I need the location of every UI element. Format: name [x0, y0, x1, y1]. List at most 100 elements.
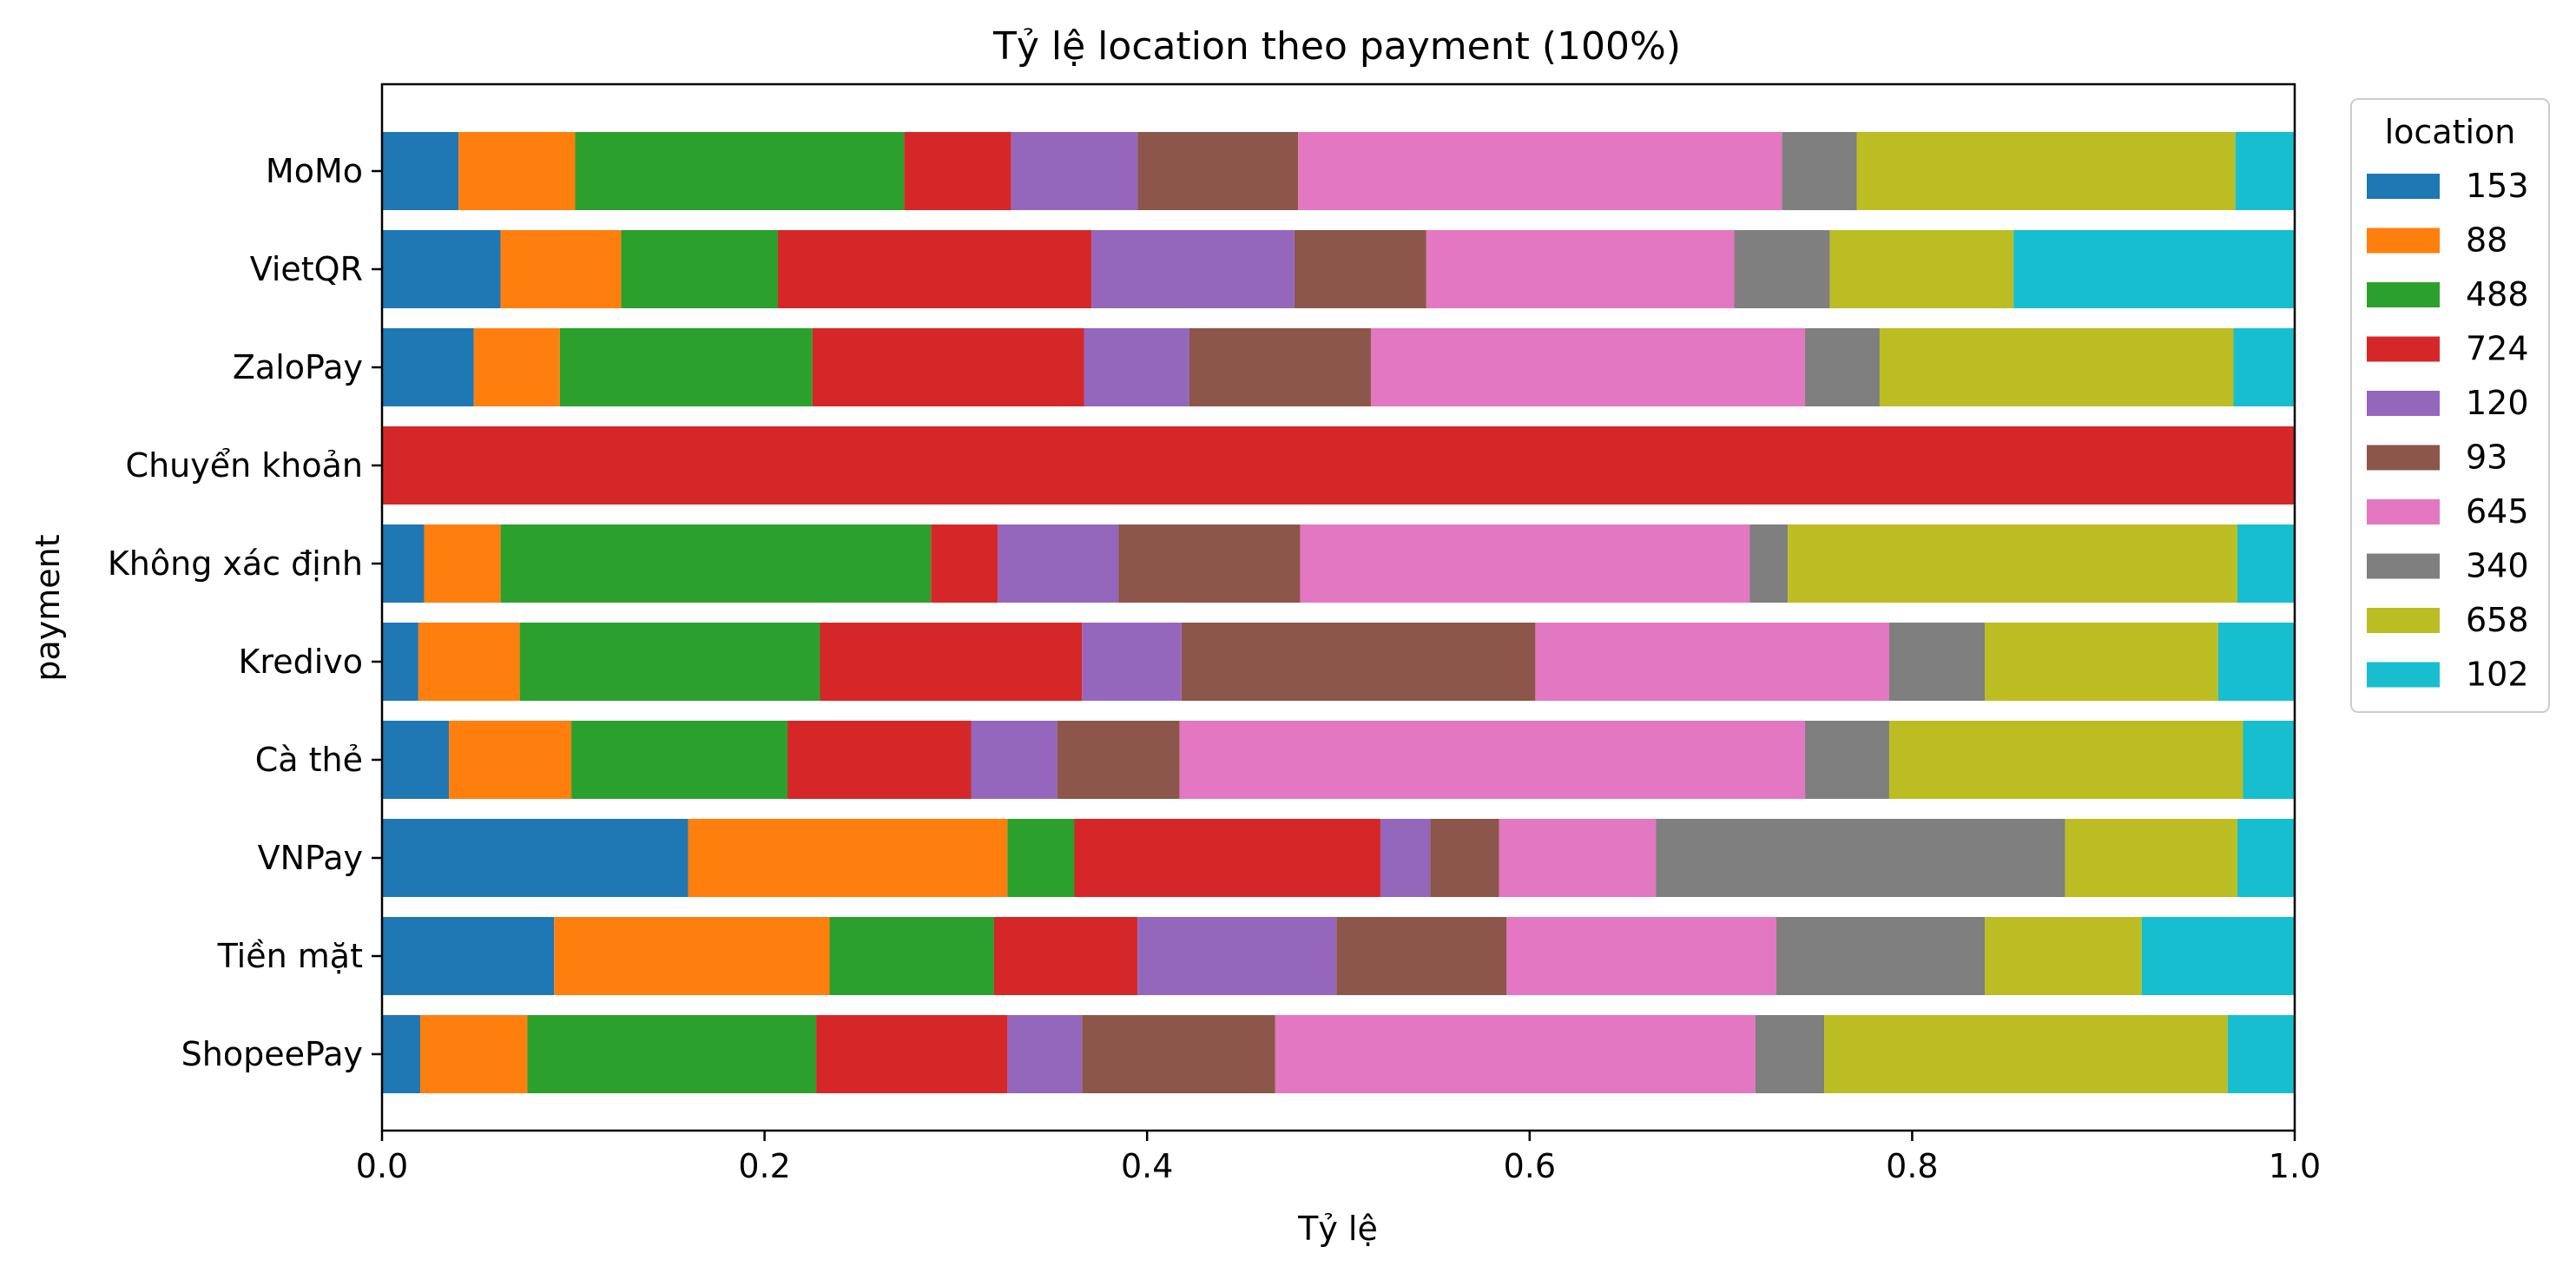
legend-swatch-93 [2367, 445, 2440, 471]
bar-segment-153-2 [382, 328, 474, 406]
bar-segment-93-8 [1336, 917, 1507, 995]
bar-segment-340-4 [1749, 524, 1789, 603]
bar-segment-724-7 [1074, 819, 1380, 897]
bar-segment-488-7 [1007, 819, 1075, 897]
bar-segment-488-4 [500, 524, 932, 603]
bar-segment-645-2 [1370, 328, 1806, 406]
bar-segment-488-8 [829, 917, 994, 995]
bar-segment-102-5 [2217, 623, 2295, 701]
plot-area-frame [380, 82, 2296, 1132]
y-tick-label: Cà thẻ [255, 741, 363, 779]
bar-segment-340-8 [1776, 917, 1986, 995]
bar-segment-724-6 [787, 721, 972, 799]
legend-items: 153 88 488 724 120 93 645 340 658 102 [2367, 167, 2529, 694]
legend-label-88: 88 [2466, 221, 2507, 260]
bar-segment-120-6 [971, 721, 1057, 799]
y-tick-label: Kredivo [238, 643, 363, 681]
legend-label-153: 153 [2466, 167, 2529, 205]
bar-segment-488-9 [527, 1015, 817, 1093]
legend-swatch-658 [2367, 608, 2440, 633]
legend-label-724: 724 [2466, 330, 2529, 368]
bar-segment-658-4 [1788, 524, 2237, 603]
bar-segment-340-9 [1755, 1015, 1825, 1093]
bar-segment-102-0 [2235, 132, 2295, 210]
y-tick-label: VNPay [258, 839, 363, 877]
x-axis-ticks: 0.0 0.2 0.4 0.6 0.8 1.0 [356, 1131, 2321, 1185]
bar-segment-645-5 [1535, 623, 1889, 701]
bar-segment-340-7 [1656, 819, 2065, 897]
legend-swatch-153 [2367, 174, 2440, 199]
bar-segment-340-5 [1888, 623, 1986, 701]
bar-segment-340-0 [1782, 132, 1857, 210]
bar-segment-153-5 [382, 623, 418, 701]
bar-segment-120-0 [1011, 132, 1138, 210]
bar-segment-88-1 [500, 230, 622, 308]
bar-segment-724-5 [820, 623, 1083, 701]
bar-segment-340-6 [1805, 721, 1889, 799]
legend-swatch-645 [2367, 499, 2440, 524]
legend-swatch-102 [2367, 662, 2440, 688]
bar-segment-102-9 [2227, 1015, 2295, 1093]
y-tick-label: Tiền mặt [217, 937, 363, 975]
bar-segment-488-6 [571, 721, 788, 799]
bar-segment-645-9 [1275, 1015, 1756, 1093]
bar-segment-658-8 [1985, 917, 2142, 995]
bar-segment-658-5 [1985, 623, 2218, 701]
bar-segment-102-7 [2237, 819, 2295, 897]
bar-segment-120-5 [1082, 623, 1182, 701]
bar-segment-724-8 [993, 917, 1138, 995]
chart-title: Tỷ lệ location theo payment (100%) [992, 24, 1681, 69]
legend-swatch-724 [2367, 336, 2440, 362]
bar-segment-645-7 [1499, 819, 1657, 897]
legend-swatch-120 [2367, 391, 2440, 416]
legend-label-102: 102 [2466, 656, 2529, 694]
bar-segment-153-9 [382, 1015, 421, 1093]
bar-segment-724-4 [931, 524, 998, 603]
bar-segment-120-8 [1137, 917, 1337, 995]
y-tick-label: MoMo [266, 152, 363, 190]
y-axis-ticks: MoMo VietQR ZaloPay Chuyển khoản Không xác đ… [108, 152, 382, 1073]
bar-segment-102-4 [2237, 524, 2295, 603]
y-tick-label: ShopeePay [181, 1035, 363, 1073]
bar-segment-93-0 [1137, 132, 1299, 210]
y-tick-label: VietQR [250, 250, 363, 288]
legend-label-645: 645 [2466, 492, 2529, 531]
bar-segment-645-0 [1298, 132, 1782, 210]
bar-segment-93-2 [1189, 328, 1371, 406]
bar-segment-645-4 [1300, 524, 1750, 603]
legend-title: location [2385, 113, 2516, 151]
y-tick-label: Không xác định [108, 544, 363, 583]
bar-segment-724-1 [778, 230, 1092, 308]
legend-swatch-340 [2367, 553, 2440, 579]
bar-segment-93-5 [1181, 623, 1536, 701]
bar-segment-724-2 [812, 328, 1084, 406]
bar-segment-93-4 [1118, 524, 1301, 603]
bars-layer [382, 132, 2295, 1093]
bar-segment-724-9 [816, 1015, 1008, 1093]
bar-segment-488-0 [575, 132, 905, 210]
legend-swatch-488 [2367, 282, 2440, 307]
bar-segment-153-0 [382, 132, 459, 210]
x-tick-label: 0.4 [1121, 1147, 1173, 1185]
bar-segment-153-4 [382, 524, 425, 603]
bar-segment-488-2 [559, 328, 813, 406]
bar-segment-93-6 [1057, 721, 1180, 799]
x-tick-label: 0.8 [1886, 1147, 1938, 1185]
bar-segment-724-0 [904, 132, 1011, 210]
bar-segment-102-2 [2233, 328, 2295, 406]
bar-segment-88-7 [688, 819, 1008, 897]
bar-segment-153-7 [382, 819, 688, 897]
legend-label-488: 488 [2466, 275, 2529, 313]
bar-segment-120-7 [1380, 819, 1431, 897]
bar-segment-488-1 [621, 230, 779, 308]
legend-label-340: 340 [2466, 547, 2529, 585]
bar-segment-120-1 [1091, 230, 1295, 308]
bar-segment-488-5 [519, 623, 820, 701]
legend-swatch-88 [2367, 228, 2440, 254]
bar-segment-88-2 [473, 328, 560, 406]
bar-segment-88-0 [458, 132, 576, 210]
bar-segment-340-2 [1805, 328, 1880, 406]
bar-segment-645-6 [1179, 721, 1806, 799]
legend: location 153 88 488 724 120 93 645 340 658 102 [2350, 98, 2550, 713]
